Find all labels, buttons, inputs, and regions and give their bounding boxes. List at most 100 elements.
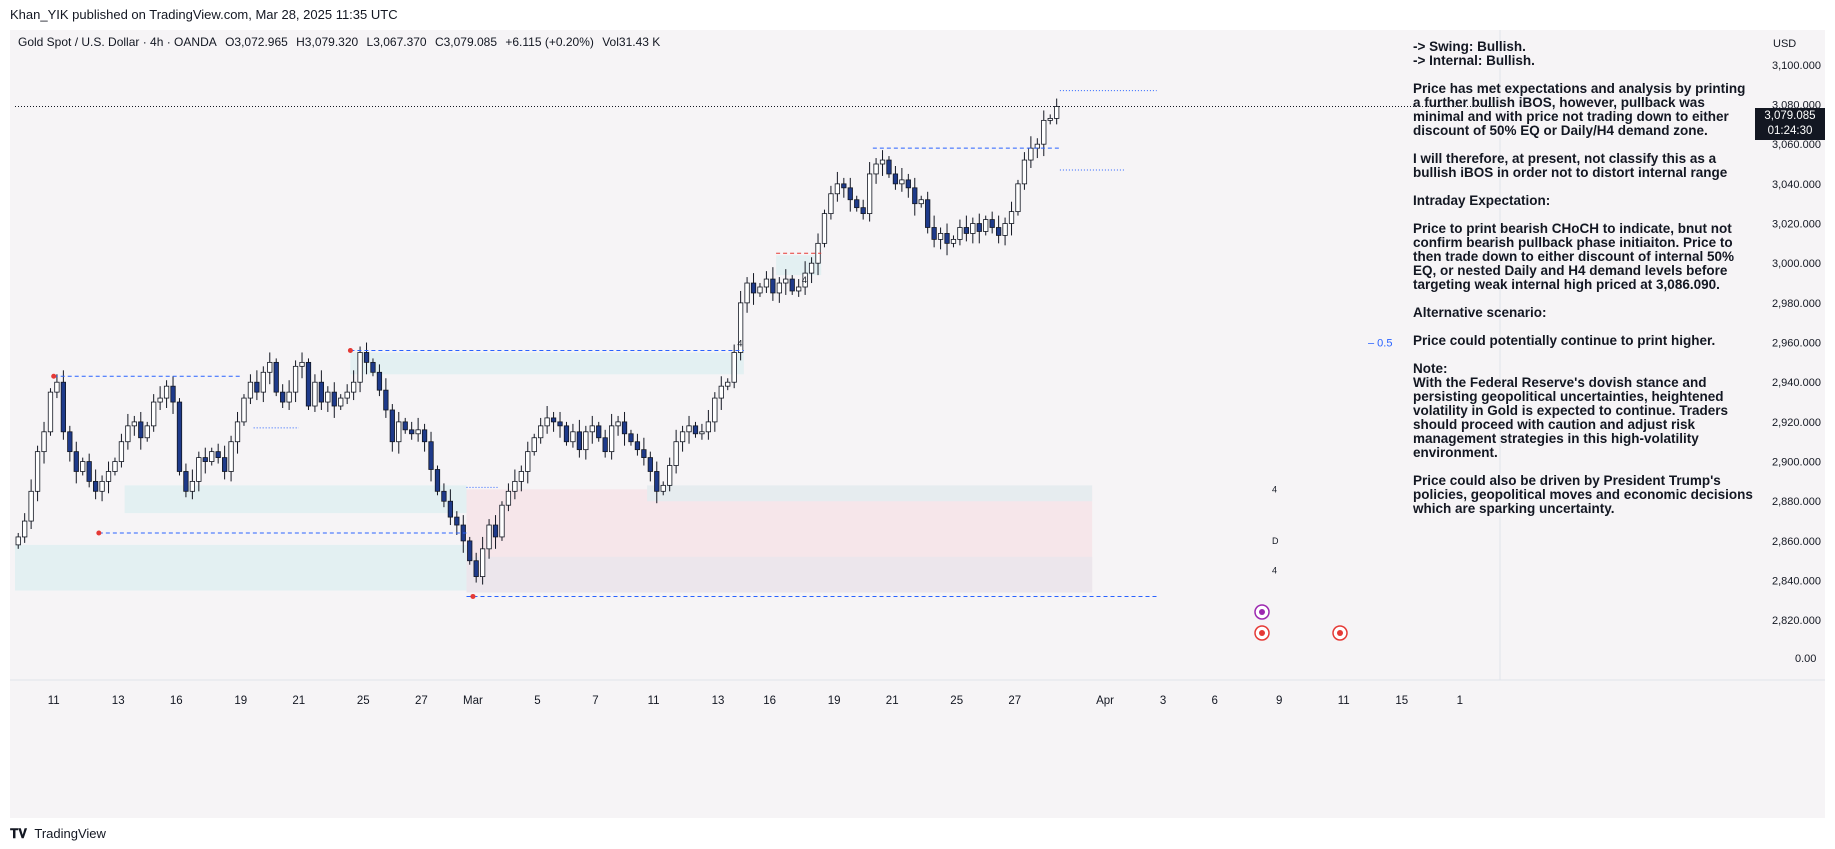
candle-bullish: [525, 451, 531, 472]
price-tick-label: 3,020.000: [1772, 219, 1821, 231]
publish-line: Khan_YIK published on TradingView.com, M…: [10, 7, 398, 22]
price-tick-label: 0.00: [1795, 653, 1816, 665]
candle-bearish: [931, 227, 937, 240]
price-tick-label: 2,820.000: [1772, 615, 1821, 627]
time-tick-label: 9: [1276, 695, 1282, 707]
candle-bearish: [654, 471, 660, 492]
candle-bullish: [247, 381, 254, 399]
currency-label[interactable]: USD: [1773, 38, 1797, 50]
candle-bullish: [157, 397, 163, 403]
candle-bullish: [879, 159, 886, 165]
candle-bullish: [499, 504, 505, 538]
zone-source-tag: 4: [1272, 566, 1277, 576]
note-title: Note:: [1413, 361, 1448, 376]
candle-bearish: [841, 183, 847, 189]
zones-layer: [15, 255, 1093, 593]
candle-bullish: [821, 213, 828, 244]
candle-bullish: [544, 417, 550, 427]
candle-bullish: [312, 381, 318, 407]
ohlc-close: C3,079.085: [434, 35, 498, 49]
h4-demand-zone: [647, 485, 1093, 502]
tradingview-logo-icon[interactable]: 𝐓𝐕: [10, 826, 27, 841]
price-axis: 2,820.000 2,840.000 2,860.000 2,880.000 2,90…: [1368, 60, 1821, 665]
time-tick-label: 27: [1008, 695, 1021, 707]
candle-bearish: [434, 469, 441, 492]
demand-zone: [15, 544, 467, 591]
symbol-name[interactable]: Gold Spot / U.S. Dollar · 4h · OANDA: [18, 35, 217, 49]
candle-bullish: [260, 371, 266, 393]
note-swing: -> Swing: Bullish.: [1413, 39, 1526, 54]
candle-bearish: [370, 361, 376, 373]
candle-bullish: [234, 421, 241, 443]
candle-bullish: [744, 282, 750, 304]
candle-bullish: [209, 451, 215, 462]
price-tick-label: 3,060.000: [1772, 139, 1821, 151]
candle-bullish: [686, 425, 692, 433]
candle-bearish: [73, 451, 79, 472]
candle-bullish: [518, 471, 524, 482]
candle-bullish: [189, 480, 195, 492]
candles-layer: [15, 98, 1060, 585]
time-tick-label: 15: [1395, 695, 1408, 707]
last-price-label: 3,079.085 01:24:30: [1755, 108, 1825, 140]
time-tick-label: 25: [950, 695, 963, 707]
candle-bullish: [699, 431, 705, 435]
candle-bearish: [892, 173, 899, 185]
candle-bearish: [409, 429, 415, 435]
price-tick-label: 2,940.000: [1772, 377, 1821, 389]
candle-bearish: [221, 457, 228, 472]
candle-bullish: [151, 401, 157, 427]
candle-bullish: [28, 490, 34, 522]
candle-bullish: [763, 278, 770, 288]
time-tick-label: 25: [357, 695, 370, 707]
candle-bullish: [918, 199, 924, 205]
candle-bullish: [867, 173, 873, 215]
candle-bullish: [241, 397, 247, 423]
candle-bullish: [1008, 211, 1015, 224]
candle-bearish: [318, 381, 324, 403]
candle-bullish: [228, 441, 234, 472]
candle-bearish: [860, 207, 866, 215]
candle-bearish: [254, 381, 260, 393]
time-tick-label: 21: [292, 695, 305, 707]
dividend-event-icon: [1259, 609, 1265, 615]
swing-point-marker: [347, 347, 353, 353]
grid-lines: [10, 30, 1825, 681]
candle-bullish: [570, 431, 576, 443]
note-para-2: I will therefore, at present, not classi…: [1413, 151, 1728, 180]
candle-bearish: [383, 389, 389, 411]
candle-bullish: [673, 441, 679, 466]
candle-bullish: [512, 480, 518, 492]
candle-bearish: [944, 233, 950, 244]
candle-bearish: [183, 471, 189, 492]
time-tick-label: 11: [1338, 695, 1350, 707]
zone-source-tag: 4: [737, 339, 742, 349]
candle-bullish: [738, 302, 744, 353]
price-tick-label: 2,900.000: [1772, 457, 1821, 469]
time-tick-label: 11: [648, 695, 660, 707]
candle-bearish: [770, 278, 776, 294]
candle-bullish: [1021, 159, 1028, 185]
price-chart[interactable]: 4 D 4 4 4 2,820.000 2,840.000 2,860.000 2,880.0…: [10, 30, 1825, 818]
candle-bullish: [538, 425, 544, 439]
candle-bearish: [628, 433, 634, 443]
candle-bullish: [118, 441, 125, 462]
note-para-3: Intraday Expectation:: [1413, 193, 1551, 208]
symbol-info[interactable]: Gold Spot / U.S. Dollar · 4h · OANDA O3,…: [18, 35, 665, 49]
note-para-5: Alternative scenario:: [1413, 305, 1547, 320]
candle-bullish: [196, 457, 202, 482]
demand-zone: [124, 485, 467, 514]
candle-bearish: [402, 421, 408, 431]
swing-point-marker: [470, 593, 476, 599]
candle-bullish: [802, 272, 808, 288]
candle-bearish: [492, 524, 499, 538]
price-tick-label: 2,980.000: [1772, 298, 1821, 310]
candle-bearish: [331, 391, 337, 407]
analysis-text-note[interactable]: -> Swing: Bullish. -> Internal: Bullish.…: [1413, 40, 1753, 530]
candle-bearish: [847, 187, 853, 201]
candle-bearish: [963, 227, 970, 234]
chart-area[interactable]: 4 D 4 4 4 2,820.000 2,840.000 2,860.000 2,880.0…: [10, 30, 1825, 818]
candle-bearish: [925, 199, 931, 228]
candle-bullish: [22, 520, 28, 538]
candle-bullish: [15, 536, 21, 546]
